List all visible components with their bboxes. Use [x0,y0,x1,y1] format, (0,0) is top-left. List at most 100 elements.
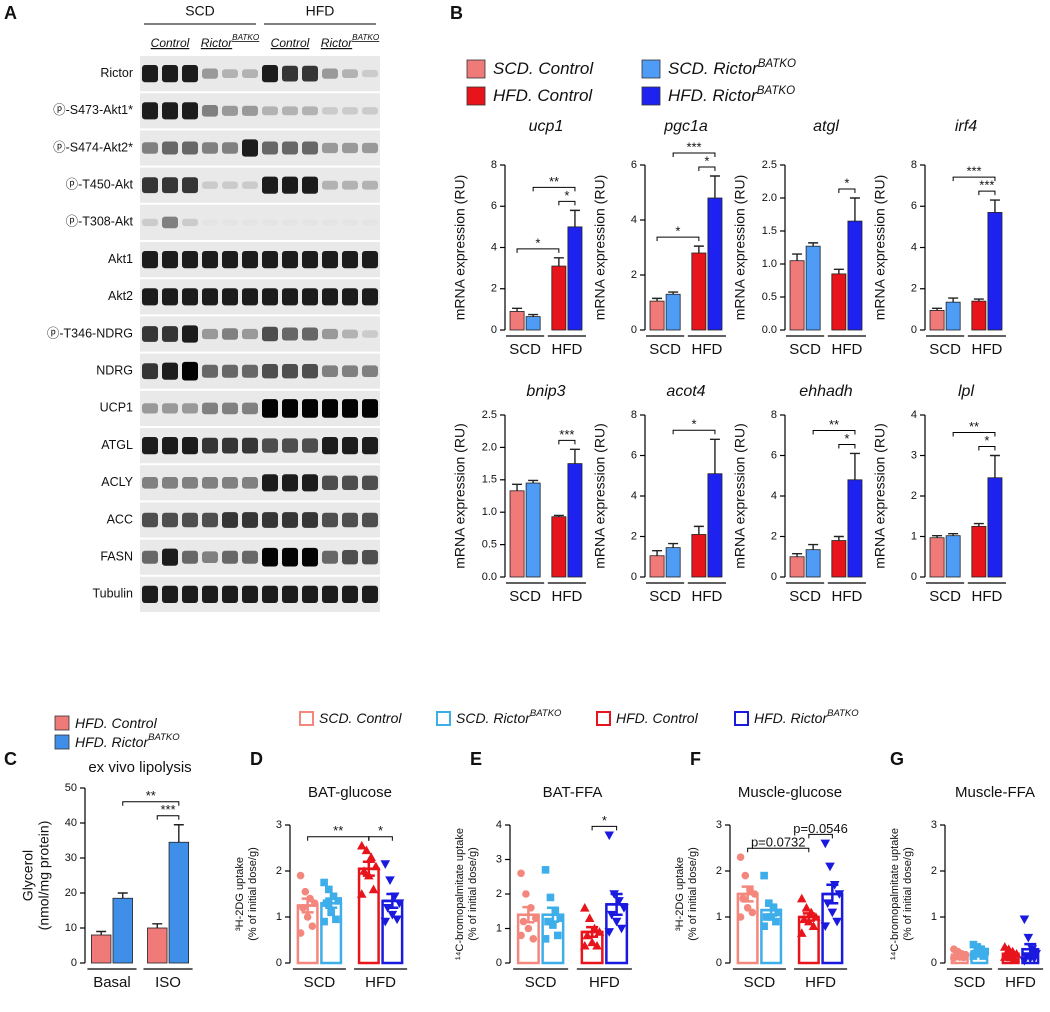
error-bar [668,291,679,295]
point [767,913,775,921]
blot-band [202,68,218,79]
blot-band [142,512,158,528]
panel-letter: E [470,749,482,769]
blot-band [302,251,318,269]
legend-swatch [436,711,451,726]
group-label: SCD [789,588,821,605]
blot-band [242,288,258,306]
y-tick-label: 3 [496,853,502,865]
chart-title: irf4 [955,118,977,135]
group-label: HFD [971,588,1002,605]
error-bar [117,892,128,899]
error-bar [932,307,943,311]
bar [847,220,863,331]
bar [831,273,847,331]
group-label: HFD [551,588,582,605]
blot-band [222,550,238,564]
blot-strip [140,428,380,464]
bracket [952,176,996,182]
blot-band [322,550,338,564]
blot-band [302,288,318,306]
blot-band [282,106,298,116]
error-bar [652,297,663,302]
legend-swatch [299,711,314,726]
blot-band [342,550,358,565]
point [760,922,768,930]
y-tick-label: 2 [716,865,722,877]
bracket [978,190,996,196]
panel-letter: A [4,3,17,23]
legend-label: SCD. Control [319,710,402,726]
blot-band [282,219,298,226]
error-bar [652,549,663,556]
bracket [812,429,856,435]
y-tick-label: 0.5 [482,539,497,551]
y-tick-label: 3 [716,819,722,831]
error-bar [668,542,679,548]
bracket [656,236,700,242]
blot-band [322,107,338,115]
bracket [591,825,618,831]
blot-band [262,438,278,453]
point [385,876,395,885]
point [546,893,555,902]
y-axis-label: (% of initial dose/g) [247,847,259,941]
blot-band [262,512,278,528]
error-bar [833,535,844,541]
blot-strip [140,279,380,315]
error-bar [971,948,988,955]
annotation: * [564,188,569,203]
annotation: * [692,417,697,432]
error-bar [569,448,580,464]
y-tick-label: 0 [71,957,77,969]
blot-band [242,251,258,269]
point [332,915,340,924]
point [320,878,328,887]
blot-band [362,512,378,528]
point [380,860,391,869]
error-bar [948,297,959,303]
point [774,908,783,917]
group-label: HFD [1005,974,1036,991]
blot-band [362,330,378,338]
point [551,907,560,916]
group-label: HFD [691,588,722,605]
group-label: SCD [789,341,821,358]
annotation: * [844,175,849,190]
y-axis-label: mRNA expression (RU) [452,423,468,568]
legend-label-text: HFD. Control [75,715,158,731]
point [796,928,807,937]
blot-band [322,328,338,340]
blot-band [322,437,338,455]
y-tick-label: 6 [771,449,777,461]
bracket [698,166,716,171]
point [1000,952,1010,961]
blot-band [262,326,278,342]
y-tick-label: 0 [771,571,777,583]
point [1029,954,1040,964]
row-label: ⓟ-T450-Akt [66,177,134,191]
y-tick-label: 0 [716,957,722,969]
error-bar [989,199,1000,213]
blot-band [302,176,318,194]
blot-band [302,65,318,82]
legend-swatch [596,711,611,726]
panel-letter: F [690,749,701,769]
blot-band [222,219,238,226]
bracket [516,248,560,253]
blot-band [262,106,278,116]
point [522,890,530,898]
point [584,913,595,922]
blot-band [302,106,318,116]
chart-title: lpl [958,383,974,400]
blot-band [222,402,238,415]
y-tick-label: 1.0 [482,506,497,518]
blot-band [282,547,298,567]
blot-band [182,251,198,269]
annotation: *** [559,427,574,442]
blot-band [302,327,318,341]
y-tick-label: 6 [491,200,497,212]
annotation: * [704,153,709,168]
annotation: ** [969,419,979,434]
blot-band [162,477,178,489]
